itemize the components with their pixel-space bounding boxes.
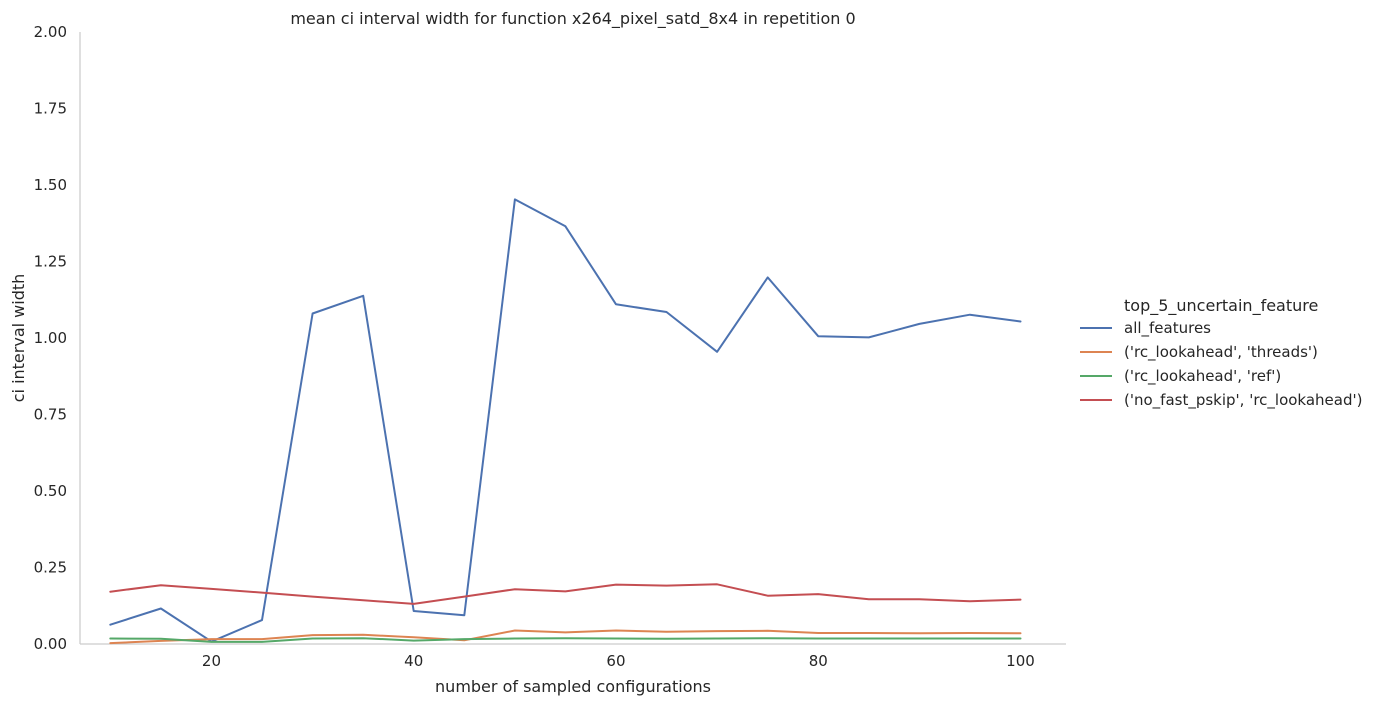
legend-label: ('rc_lookahead', 'ref') bbox=[1124, 367, 1281, 386]
series-line-1 bbox=[109, 629, 1022, 645]
y-tick-label: 1.75 bbox=[34, 100, 67, 118]
x-tick-label: 60 bbox=[606, 652, 625, 670]
y-tick-label: 0.50 bbox=[34, 482, 67, 500]
legend-label: ('no_fast_pskip', 'rc_lookahead') bbox=[1124, 391, 1362, 410]
y-tick-label: 2.00 bbox=[34, 23, 67, 41]
y-tick-label: 1.25 bbox=[34, 253, 67, 271]
series-line-0 bbox=[109, 198, 1022, 643]
legend: top_5_uncertain_feature all_features ('rc… bbox=[1080, 296, 1362, 410]
y-ticks: 0.00 0.25 0.50 0.75 1.00 1.25 1.50 1.75 2.00 bbox=[34, 23, 67, 653]
x-ticks: 20 40 60 80 100 bbox=[202, 652, 1035, 670]
legend-items: all_features ('rc_lookahead', 'threads') (… bbox=[1080, 319, 1362, 410]
series-line-3 bbox=[109, 583, 1022, 605]
axes bbox=[79, 32, 1066, 645]
y-tick-label: 0.00 bbox=[34, 635, 67, 653]
x-tick-label: 40 bbox=[404, 652, 423, 670]
series-lines bbox=[109, 198, 1022, 645]
x-axis-label: number of sampled configurations bbox=[435, 677, 711, 696]
x-tick-label: 20 bbox=[202, 652, 221, 670]
y-tick-label: 0.75 bbox=[34, 406, 67, 424]
y-tick-label: 1.00 bbox=[34, 329, 67, 347]
legend-title: top_5_uncertain_feature bbox=[1124, 296, 1318, 316]
y-tick-label: 0.25 bbox=[34, 559, 67, 577]
x-tick-label: 100 bbox=[1006, 652, 1035, 670]
y-tick-label: 1.50 bbox=[34, 176, 67, 194]
chart-title: mean ci interval width for function x264… bbox=[290, 9, 855, 29]
y-axis-label: ci interval width bbox=[9, 274, 28, 403]
legend-label: all_features bbox=[1124, 319, 1211, 338]
legend-label: ('rc_lookahead', 'threads') bbox=[1124, 343, 1318, 362]
x-tick-label: 80 bbox=[809, 652, 828, 670]
series-line-2 bbox=[109, 637, 1022, 643]
